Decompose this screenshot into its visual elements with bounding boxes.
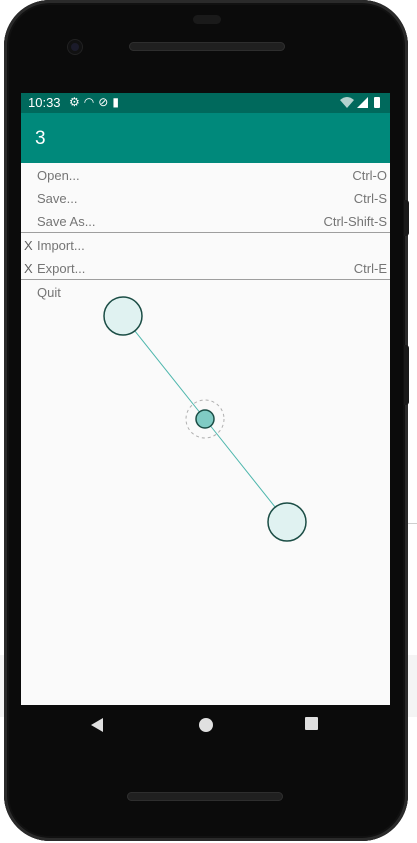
sd-card-icon: ▮	[112, 95, 123, 109]
file-menu: Open... Ctrl-O Save... Ctrl-S Save As...…	[21, 163, 390, 303]
menu-shortcut: Ctrl-E	[353, 261, 387, 276]
menu-label: Import...	[37, 238, 85, 253]
menu-separator	[21, 279, 390, 280]
menu-item-save[interactable]: Save... Ctrl-S	[21, 186, 390, 209]
menu-item-quit[interactable]: Quit	[21, 280, 390, 303]
front-camera	[68, 40, 82, 54]
bottom-speaker	[127, 792, 283, 801]
screen: 10:33 ⚙◠⊘▮ 3 Open... Ctrl-O Sav	[21, 93, 390, 705]
menu-check: X	[24, 238, 33, 253]
sensor	[193, 15, 221, 24]
menu-label: Save...	[37, 191, 78, 206]
status-time: 10:33	[28, 95, 61, 110]
menu-shortcut: Ctrl-O	[352, 168, 387, 183]
menu-item-import[interactable]: X Import...	[21, 233, 390, 256]
wifi-off-icon: ◠	[83, 95, 99, 109]
node-bottom	[267, 502, 307, 542]
battery-icon	[374, 97, 380, 108]
menu-shortcut: Ctrl-Shift-S	[323, 214, 387, 229]
signal-icon	[357, 97, 368, 108]
menu-label: Quit	[37, 285, 61, 300]
status-icons-right	[340, 96, 384, 112]
navigation-bar	[21, 705, 390, 747]
earpiece-speaker	[129, 42, 285, 51]
power-button	[404, 345, 409, 405]
app-bar: 3	[21, 113, 390, 163]
menu-label: Save As...	[37, 214, 96, 229]
menu-item-save-as[interactable]: Save As... Ctrl-Shift-S	[21, 209, 390, 232]
recents-icon[interactable]	[305, 717, 319, 731]
menu-item-open[interactable]: Open... Ctrl-O	[21, 163, 390, 186]
edge-top	[122, 315, 206, 420]
center-node-ring	[185, 399, 225, 439]
menu-check: X	[24, 261, 33, 276]
menu-shortcut: Ctrl-S	[353, 191, 387, 206]
back-icon[interactable]	[90, 717, 104, 733]
edge-bottom	[204, 418, 288, 523]
background-divider	[405, 523, 417, 524]
wifi-icon	[340, 97, 354, 108]
sync-disabled-icon: ⊘	[98, 95, 113, 109]
menu-item-export[interactable]: X Export... Ctrl-E	[21, 256, 390, 279]
app-title: 3	[35, 128, 46, 149]
volume-button	[404, 200, 409, 236]
center-node	[195, 409, 215, 429]
status-bar: 10:33 ⚙◠⊘▮	[21, 93, 390, 113]
home-icon[interactable]	[198, 717, 214, 733]
node-top	[103, 296, 143, 336]
menu-separator	[21, 232, 390, 233]
gear-icon: ⚙	[69, 95, 84, 109]
status-icons-left: ⚙◠⊘▮	[69, 95, 123, 109]
menu-label: Open...	[37, 168, 80, 183]
drawing-canvas[interactable]	[21, 163, 390, 705]
menu-label: Export...	[37, 261, 86, 276]
